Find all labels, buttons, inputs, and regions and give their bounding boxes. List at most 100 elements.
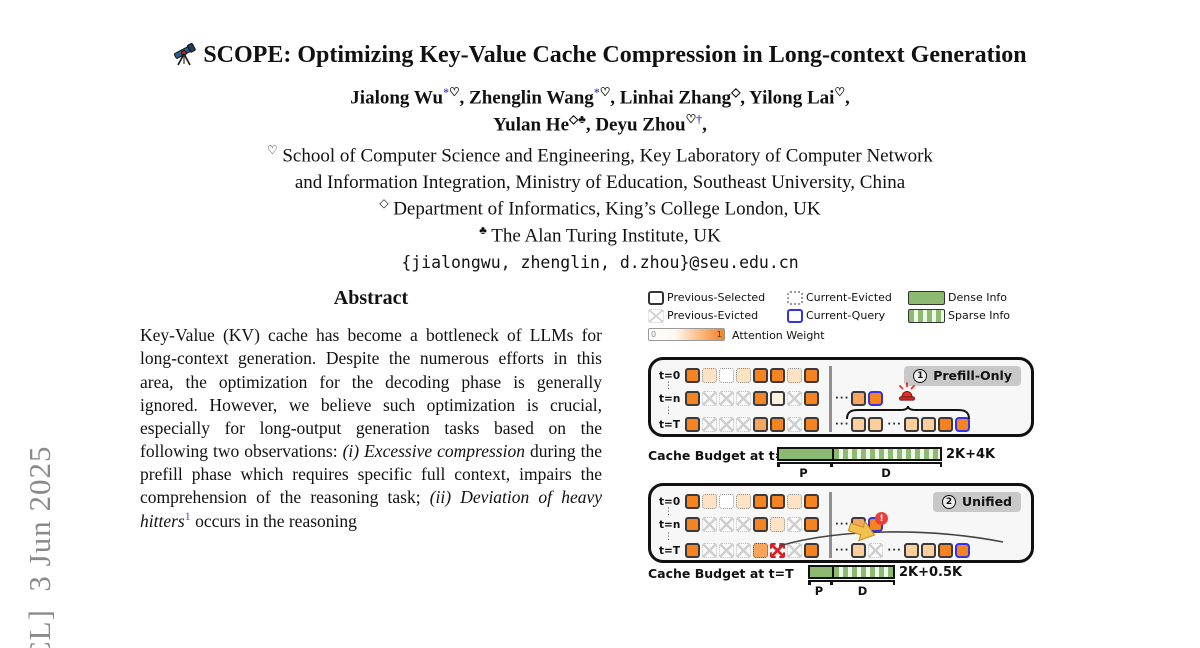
author-marks: *♡: [594, 86, 610, 99]
selected-token-cell: [804, 417, 819, 433]
paper-title: SCOPE: Optimizing Key-Value Cache Compre…: [160, 40, 1040, 75]
affiliation-line: ♡ School of Computer Science and Enginee…: [267, 143, 933, 167]
selected-token-cell: [685, 517, 700, 533]
affiliation-line: ♣ The Alan Turing Institute, UK: [479, 224, 721, 247]
ellipsis: ···: [835, 393, 850, 405]
decoding-segment-label: D: [857, 584, 868, 599]
panel-prefill-only: 1 Prefill-Only ⋮ ⋮ t=0 t=n ··· t=T ··· ···: [648, 357, 1034, 438]
selected-token-cell: [770, 417, 785, 433]
author-mark: ♡: [448, 86, 460, 100]
warning-exclamation-icon: !: [875, 512, 888, 526]
selected-token-cell: [920, 417, 936, 433]
dense-info-swatch: [908, 291, 945, 306]
cache-budget-bar: [777, 447, 942, 462]
ellipsis: ···: [887, 545, 902, 557]
selected-token-cell: [937, 543, 953, 559]
affiliation-marker: ◇: [379, 197, 389, 211]
figure-kv-cache-diagram: Previous-Selected Current-Evicted Dense In…: [648, 291, 1040, 607]
selected-token-cell: [753, 417, 768, 433]
selected-token-cell: [804, 494, 819, 510]
badge-number: 2: [941, 494, 956, 509]
previous-evicted-cell: [736, 543, 751, 559]
author-marks: ◇♣: [569, 113, 586, 126]
vertical-ellipsis: ⋮: [664, 406, 673, 417]
row-label: t=0: [659, 495, 681, 508]
selected-token-cell: [804, 391, 819, 407]
author-name: Linhai Zhang: [619, 87, 732, 109]
decoding-budget-segment: [834, 567, 893, 578]
arrow-warning-icon: [847, 519, 877, 547]
author-block: Jialong Wu*♡, Zhenglin Wang*♡, Linhai Zh…: [140, 85, 1060, 140]
current-evicted-cell: [770, 517, 785, 533]
token-row-t=0: t=0: [659, 368, 821, 384]
token-row-t=n: t=n ···: [659, 517, 885, 533]
budget-bracket: [777, 462, 942, 465]
selected-token-cell: [903, 543, 919, 559]
sparse-info-swatch: [908, 309, 945, 324]
decoding-group: ···: [833, 391, 885, 407]
selected-token-cell: [753, 391, 768, 407]
affiliation-marker: ♡: [267, 143, 278, 157]
current-evicted-cell: [702, 494, 717, 510]
legend-label: Previous-Selected: [667, 291, 766, 305]
previous-evicted-cell: [787, 517, 802, 533]
selected-token-cell: [937, 417, 953, 433]
budget-bracket-tick: [777, 462, 780, 468]
abstract-segment: occurs in the reasoning: [190, 510, 357, 531]
author-mark: †: [696, 113, 703, 127]
ellipsis: ···: [835, 419, 850, 431]
cache-budget-2: Cache Budget at t=T 2K+0.5K P D: [648, 565, 1040, 601]
previous-evicted-cell: [719, 417, 734, 433]
selected-token-cell: [770, 494, 785, 510]
budget-bracket-tick: [830, 462, 833, 468]
row-label: t=n: [659, 518, 681, 531]
budget-bracket-tick: [808, 580, 811, 586]
prefill-decode-divider: [829, 492, 832, 559]
selected-token-cell: [770, 391, 785, 407]
previous-evicted-cell: [736, 417, 751, 433]
selected-token-cell: [685, 391, 700, 407]
current-query-swatch: [787, 309, 803, 324]
selected-token-cell: [804, 368, 819, 384]
selected-token-cell: [868, 417, 884, 433]
badge-label: Unified: [961, 494, 1012, 510]
selected-token-cell: [685, 417, 700, 433]
token-row-t=n: t=n ···: [659, 391, 885, 407]
cache-budget-value: 2K+0.5K: [899, 565, 963, 581]
badge-prefill-only: 1 Prefill-Only: [904, 366, 1021, 387]
budget-bracket-tick: [830, 580, 833, 586]
ellipsis: ···: [835, 519, 850, 531]
prefill-budget-segment: [810, 567, 834, 578]
affiliations-block: ♡ School of Computer Science and Enginee…: [140, 143, 1060, 250]
previous-evicted-cell: [719, 517, 734, 533]
footnote-ref: 1: [184, 508, 191, 523]
author-marks: *♡: [443, 86, 459, 99]
token-row-t=T: t=T ··· ···: [659, 417, 972, 433]
previous-evicted-cell: [787, 391, 802, 407]
selected-token-cell: [685, 368, 700, 384]
budget-bracket: [808, 580, 895, 583]
affiliation-marker: ♣: [479, 224, 487, 238]
current-evicted-cell: [702, 368, 717, 384]
selected-token-cell: [753, 368, 768, 384]
selected-token-cell: [753, 543, 768, 559]
affiliation-line: and Information Integration, Ministry of…: [294, 171, 906, 193]
author-mark: ◇: [569, 113, 579, 127]
budget-bracket-tick: [939, 462, 942, 468]
row-label: t=T: [659, 544, 680, 557]
abstract-segment: Key-Value (KV) cache has become a bottle…: [140, 325, 602, 462]
previous-evicted-cell: [702, 543, 717, 559]
current-evicted-cell: [736, 494, 751, 510]
decoding-segment-label: D: [881, 466, 891, 481]
selected-token-cell: [770, 368, 785, 384]
author-line: Jialong Wu*♡, Zhenglin Wang*♡, Linhai Zh…: [350, 86, 850, 109]
author-name: Jialong Wu: [350, 87, 444, 109]
current-query-cell: [954, 543, 970, 559]
decoding-group: ··· ···: [833, 417, 972, 433]
arxiv-watermark: CL] 3 Jun 2025: [22, 445, 57, 648]
previous-evicted-cell: [736, 517, 751, 533]
ellipsis: ···: [887, 419, 902, 431]
token-row-t=T: t=T ··· ···: [659, 543, 972, 559]
vertical-ellipsis: ⋮: [664, 507, 673, 518]
